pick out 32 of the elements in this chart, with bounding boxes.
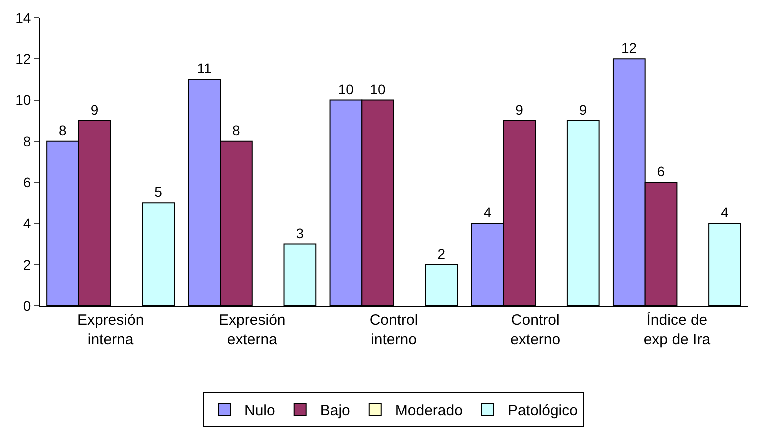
legend-label: Nulo — [244, 402, 276, 420]
data-label: 10 — [370, 81, 386, 98]
data-label: 10 — [338, 81, 354, 98]
y-tick-label: 8 — [23, 133, 32, 150]
x-tick-label: Control interno — [370, 312, 418, 348]
y-tick-label: 12 — [16, 51, 32, 68]
data-label: 6 — [657, 164, 666, 180]
data-label: 3 — [296, 225, 304, 242]
y-tick-label: 6 — [23, 174, 32, 190]
y-tick-label: 2 — [23, 256, 32, 273]
y-tick-label: 0 — [23, 298, 32, 314]
x-tick-label: Expresión interna — [77, 312, 144, 348]
data-label: 9 — [579, 102, 588, 118]
data-label: 9 — [90, 102, 99, 118]
data-label: 2 — [438, 246, 446, 262]
y-tick-label: 14 — [16, 10, 32, 26]
data-label: 4 — [720, 204, 729, 221]
legend-label: Bajo — [320, 402, 350, 420]
data-label: 9 — [516, 102, 524, 118]
y-tick-label: 10 — [16, 92, 32, 108]
data-label: 4 — [484, 204, 492, 221]
data-label: 8 — [59, 122, 68, 138]
data-label: 11 — [197, 60, 212, 77]
data-label: 12 — [622, 40, 638, 56]
x-tick-label: Índice de exp de Ira — [644, 311, 712, 348]
data-label: 5 — [154, 184, 163, 200]
legend-label: Patológico — [508, 402, 578, 420]
data-label: 8 — [232, 122, 240, 138]
x-tick-label: Expresión externa — [219, 312, 286, 348]
legend-label: Moderado — [395, 402, 463, 420]
x-tick-label: Control externo — [510, 312, 561, 348]
y-tick-label: 4 — [23, 216, 32, 232]
